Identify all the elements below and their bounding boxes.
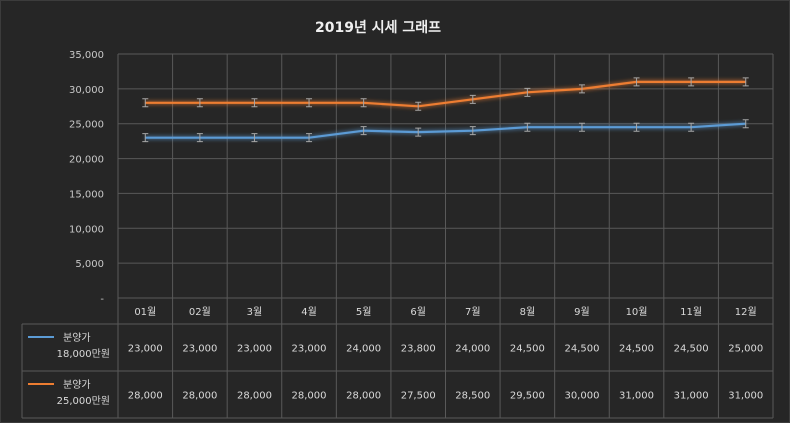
data-table-value: 23,000 [237, 344, 272, 355]
data-table-value: 23,000 [292, 344, 327, 355]
error-bar [578, 122, 585, 132]
data-table-value: 28,000 [128, 391, 163, 402]
x-category-label: 10월 [626, 306, 648, 318]
data-table-value: 31,000 [674, 391, 709, 402]
data-table-value: 31,000 [619, 391, 654, 402]
x-category-label: 5월 [356, 306, 372, 318]
y-tick-label: 25,000 [69, 120, 104, 131]
data-table-value: 24,000 [346, 344, 381, 355]
error-bar [251, 133, 258, 143]
x-category-label: 4월 [301, 306, 317, 318]
data-table-value: 31,000 [728, 391, 763, 402]
series-line [145, 80, 746, 108]
error-bar [196, 133, 203, 143]
data-table-value: 24,500 [564, 344, 599, 355]
error-bar [742, 119, 749, 129]
data-table-value: 25,000 [728, 344, 763, 355]
chart-title: 2019년 시세 그래프 [315, 20, 441, 36]
y-tick-label: 5,000 [75, 259, 104, 270]
y-tick-label: 20,000 [69, 155, 104, 166]
x-category-label: 11월 [680, 306, 702, 318]
error-bar [142, 133, 149, 143]
series-line [145, 122, 746, 139]
x-category-label: 12월 [735, 306, 757, 318]
error-bar [142, 98, 149, 108]
y-axis-ticks: - 5,000 10,000 15,000 20,000 25,000 30,000 35,0… [69, 50, 104, 305]
error-bar [469, 126, 476, 136]
data-table-value: 27,500 [401, 391, 436, 402]
legend-series-name: 분양가 [63, 332, 91, 344]
legend-series-name: 분양가 [63, 379, 91, 391]
data-table-value: 23,800 [401, 344, 436, 355]
data-table-value: 23,000 [128, 344, 163, 355]
y-tick-label: 10,000 [69, 224, 104, 235]
data-table-value: 28,000 [346, 391, 381, 402]
error-bar [688, 77, 695, 87]
error-bar [415, 127, 422, 137]
x-category-label: 3월 [247, 306, 263, 318]
error-bar [306, 133, 313, 143]
error-bar [251, 98, 258, 108]
error-bar [469, 94, 476, 104]
error-bar [360, 126, 367, 136]
y-tick-label: 15,000 [69, 189, 104, 200]
legend-series-amount: 18,000만원 [57, 348, 110, 360]
error-bar [306, 98, 313, 108]
error-bar [360, 98, 367, 108]
data-table-value: 30,000 [564, 391, 599, 402]
x-category-label: 7월 [465, 306, 481, 318]
error-bar [524, 87, 531, 97]
y-tick-label: 35,000 [69, 50, 104, 61]
data-table-value: 29,500 [510, 391, 545, 402]
x-category-label: 02월 [189, 306, 211, 318]
legend-series-amount: 25,000만원 [57, 395, 110, 407]
x-category-label: 01월 [134, 306, 156, 318]
data-table-value: 28,500 [455, 391, 490, 402]
error-bar [742, 77, 749, 87]
data-table-value: 24,500 [674, 344, 709, 355]
grid [117, 53, 774, 299]
error-bar [633, 122, 640, 132]
error-bar [633, 77, 640, 87]
data-table-value: 28,000 [292, 391, 327, 402]
data-table-value: 28,000 [237, 391, 272, 402]
x-category-label: 6월 [410, 306, 426, 318]
x-category-label: 9월 [574, 306, 590, 318]
data-table-value: 23,000 [182, 344, 217, 355]
x-category-label: 8월 [520, 306, 536, 318]
error-bar [196, 98, 203, 108]
data-table-value: 28,000 [182, 391, 217, 402]
data-table-value: 24,500 [619, 344, 654, 355]
y-tick-label: 30,000 [69, 85, 104, 96]
data-table-value: 24,500 [510, 344, 545, 355]
series-lines [142, 77, 749, 143]
y-tick-label: - [100, 294, 104, 305]
error-bar [415, 101, 422, 111]
error-bar [524, 122, 531, 132]
error-bar [688, 122, 695, 132]
error-bar [578, 84, 585, 94]
data-table-value: 24,000 [455, 344, 490, 355]
